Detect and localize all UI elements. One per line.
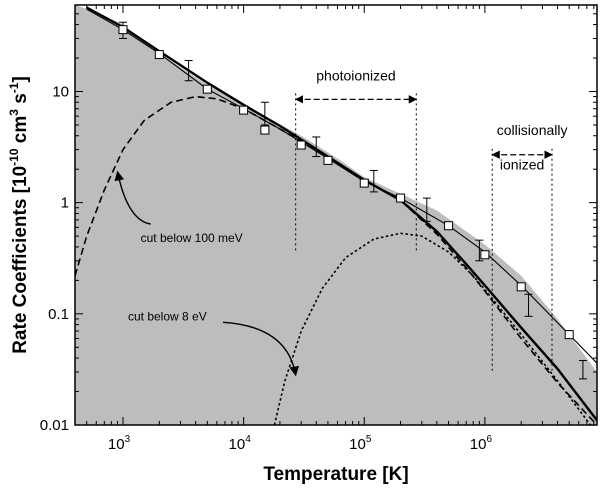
data-marker [564,330,574,340]
data-marker [359,178,369,188]
data-marker [296,140,306,150]
data-marker [202,84,212,94]
axis-ticks: 103 104 105 106 0.01 0.1 1 10 [40,4,597,453]
error-bar [422,197,431,222]
x-tick-label: 103 [108,434,131,453]
y-tick-label: 0.1 [48,306,69,323]
error-bar [475,239,484,262]
series-group [75,6,597,425]
error-bar [184,60,193,82]
error-bar [312,136,321,158]
data-marker [516,282,526,292]
error-bar [260,101,269,126]
data-marker [396,193,406,203]
x-tick-label: 106 [470,434,493,453]
collisionally-label: collisionally [497,122,568,138]
data-marker [323,155,333,165]
annotation-lines [114,93,553,377]
y-tick-label: 0.01 [40,417,69,434]
cut-100mev-arrow [114,170,151,225]
y-axis-title: Rate Coefficients [10-10 cm3 s-1] [7,76,31,354]
plot-frame [74,4,598,426]
shaded-band [75,5,597,425]
photoionized-label: photoionized [316,67,395,83]
error-bar [578,360,587,380]
annotation-labels: photoionized collisionally ionized cut belo… [128,67,568,323]
data-marker [444,221,454,231]
plot-area [75,5,597,425]
x-axis-title: Temperature [K] [263,464,408,485]
error-bar [524,293,533,317]
data-marker [118,25,128,35]
cut-8ev-label: cut below 8 eV [128,309,207,323]
x-tick-label: 104 [229,434,252,453]
cut-100mev-label: cut below 100 meV [141,231,243,245]
series-line-dotted [273,232,592,425]
data-marker [480,250,490,260]
error-bar [369,169,378,193]
data-markers [118,25,574,340]
y-tick-label: 10 [52,84,69,101]
data-marker [260,125,270,135]
data-marker [239,105,249,115]
data-marker [154,50,164,60]
ionized-label: ionized [500,157,544,173]
series-line-thin-solid [86,8,597,364]
error-bars [119,21,587,380]
series-line-dashed [75,95,597,425]
cut-8ev-arrow [222,321,300,377]
y-tick-label: 1 [61,195,69,212]
x-tick-label: 105 [349,434,372,453]
